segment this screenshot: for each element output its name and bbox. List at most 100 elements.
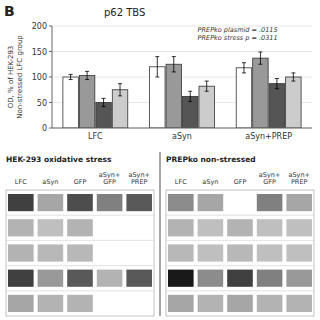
band xyxy=(38,194,64,211)
row-divider xyxy=(6,240,154,241)
error-cap xyxy=(85,79,89,80)
bar xyxy=(166,64,181,128)
band xyxy=(286,295,312,312)
band xyxy=(198,244,224,261)
text-line: LFC xyxy=(15,178,27,186)
error-cap xyxy=(69,79,73,80)
lane-label: aSyn+PREP xyxy=(128,171,150,187)
text-line: Non-stressed LFC group xyxy=(16,35,24,119)
band xyxy=(168,270,194,287)
blot-panel: HEK-293 oxidative stressLFCaSynGFPaSyn+G… xyxy=(6,155,154,316)
band xyxy=(286,244,312,261)
band xyxy=(97,244,123,261)
band xyxy=(257,295,283,312)
error-line xyxy=(190,91,191,101)
band xyxy=(257,270,283,287)
band xyxy=(67,295,93,312)
lane-label: GFP xyxy=(74,178,87,186)
band xyxy=(97,219,123,236)
error-cap xyxy=(155,56,159,57)
text-line: GFP xyxy=(234,178,247,186)
band xyxy=(227,270,253,287)
error-line xyxy=(206,81,207,91)
error-cap xyxy=(258,52,262,53)
category-label: aSyn+PREP xyxy=(245,132,292,141)
error-cap xyxy=(205,91,209,92)
text-line: LFC xyxy=(175,178,187,186)
error-cap xyxy=(102,98,106,99)
band xyxy=(97,194,123,211)
error-line xyxy=(120,84,121,96)
error-cap xyxy=(102,106,106,107)
band xyxy=(168,194,194,211)
band xyxy=(198,194,224,211)
error-cap xyxy=(242,72,246,73)
band xyxy=(126,219,152,236)
error-bar xyxy=(291,73,295,81)
text-line: PREPko stress p = .0311 xyxy=(198,34,278,42)
x-axis xyxy=(52,128,312,129)
bar-chart: Bp62 TBS050100150200OD, % of HEK-293Non-… xyxy=(4,3,312,141)
panel-label: B xyxy=(4,3,15,19)
error-line xyxy=(70,74,71,79)
bar xyxy=(269,84,284,128)
band xyxy=(126,270,152,287)
bars xyxy=(63,52,301,128)
band xyxy=(8,194,34,211)
band xyxy=(67,270,93,287)
band xyxy=(97,295,123,312)
text-line: GFP xyxy=(263,178,276,186)
category-label: LFC xyxy=(88,132,103,141)
error-bar xyxy=(258,52,262,64)
error-bar xyxy=(205,81,209,91)
band xyxy=(38,270,64,287)
error-cap xyxy=(188,91,192,92)
y-label: OD, % of HEK-293Non-stressed LFC group xyxy=(7,35,24,119)
bar xyxy=(286,77,301,128)
error-cap xyxy=(85,71,89,72)
band xyxy=(126,244,152,261)
band xyxy=(198,295,224,312)
band xyxy=(227,244,253,261)
lane-label: aSyn+PREP xyxy=(288,171,310,187)
band xyxy=(227,295,253,312)
divider xyxy=(160,152,161,316)
figure: Bp62 TBS050100150200OD, % of HEK-293Non-… xyxy=(0,0,320,320)
grid-line xyxy=(52,128,312,129)
error-bar xyxy=(69,74,73,79)
error-line xyxy=(103,98,104,106)
band xyxy=(227,219,253,236)
error-bar xyxy=(85,71,89,79)
row-divider xyxy=(166,290,314,291)
lane-label: aSyn xyxy=(42,178,58,186)
band xyxy=(286,219,312,236)
bar xyxy=(79,75,94,128)
band xyxy=(8,295,34,312)
band xyxy=(198,219,224,236)
band xyxy=(257,244,283,261)
row-divider xyxy=(166,265,314,266)
band xyxy=(8,270,34,287)
bar xyxy=(183,96,198,128)
bar xyxy=(112,90,127,128)
tick-label: 0 xyxy=(42,124,47,133)
tick-label: 50 xyxy=(37,99,47,108)
row-divider xyxy=(166,240,314,241)
error-bar xyxy=(242,63,246,73)
text-line: GFP xyxy=(103,178,116,186)
band xyxy=(227,194,253,211)
error-line xyxy=(243,63,244,73)
band xyxy=(126,295,152,312)
band xyxy=(67,194,93,211)
tick-label: 200 xyxy=(32,22,47,31)
band xyxy=(67,244,93,261)
band xyxy=(198,270,224,287)
blot-frame xyxy=(166,190,314,316)
error-line xyxy=(276,79,277,89)
band xyxy=(286,270,312,287)
tick-label: 150 xyxy=(32,48,47,57)
blot-panel: PREPko non-stressedLFCaSynGFPaSyn+GFPaSy… xyxy=(166,155,314,316)
error-cap xyxy=(188,101,192,102)
band xyxy=(8,219,34,236)
band xyxy=(38,219,64,236)
